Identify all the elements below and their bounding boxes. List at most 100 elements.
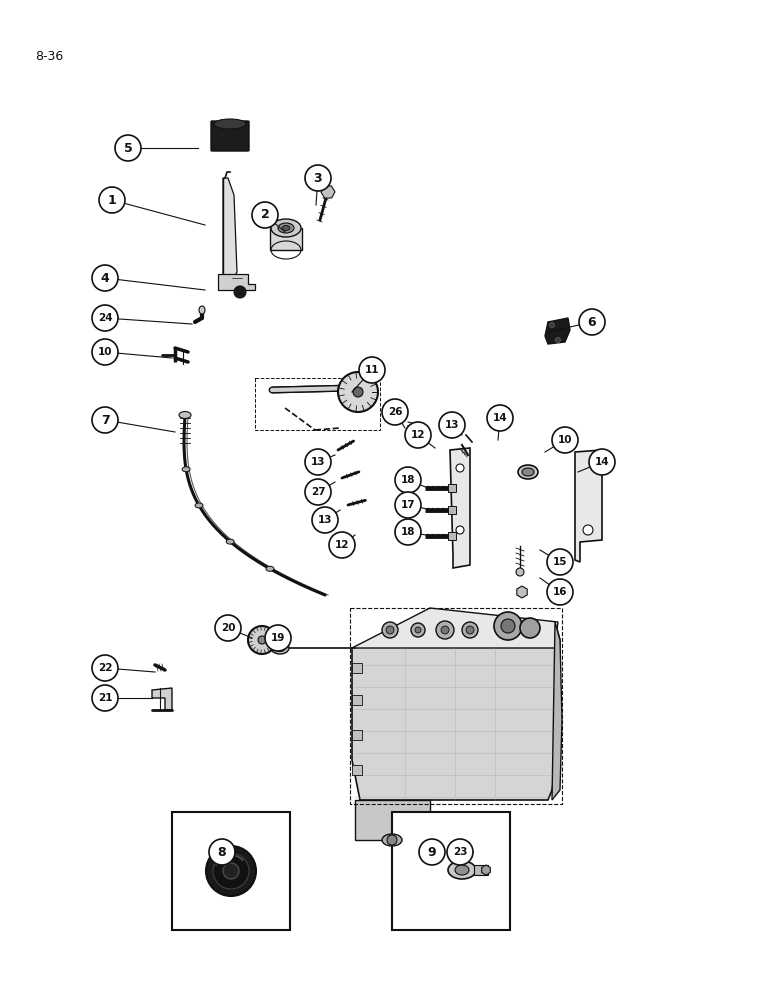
Bar bbox=[172, 812, 290, 930]
Ellipse shape bbox=[182, 467, 190, 472]
Circle shape bbox=[99, 187, 125, 213]
Polygon shape bbox=[450, 448, 470, 568]
Text: 4: 4 bbox=[100, 271, 110, 284]
Polygon shape bbox=[352, 608, 558, 648]
Circle shape bbox=[234, 286, 246, 298]
Text: 17: 17 bbox=[401, 500, 415, 510]
Bar bbox=[352, 695, 362, 705]
Circle shape bbox=[395, 467, 421, 493]
Circle shape bbox=[305, 479, 331, 505]
Ellipse shape bbox=[226, 539, 234, 544]
Circle shape bbox=[92, 265, 118, 291]
Text: 26: 26 bbox=[388, 407, 402, 417]
Circle shape bbox=[415, 627, 421, 633]
Text: 18: 18 bbox=[401, 475, 415, 485]
Text: 5: 5 bbox=[124, 141, 132, 154]
Text: 19: 19 bbox=[271, 633, 285, 643]
Text: 11: 11 bbox=[364, 365, 379, 375]
Text: 2: 2 bbox=[261, 209, 269, 222]
Ellipse shape bbox=[522, 468, 534, 476]
Circle shape bbox=[395, 519, 421, 545]
Circle shape bbox=[405, 422, 431, 448]
Text: 8: 8 bbox=[218, 846, 226, 858]
Circle shape bbox=[92, 339, 118, 365]
Circle shape bbox=[359, 357, 385, 383]
Polygon shape bbox=[355, 800, 430, 840]
Text: 27: 27 bbox=[310, 487, 325, 497]
Text: 10: 10 bbox=[98, 347, 112, 357]
Circle shape bbox=[487, 405, 513, 431]
Text: 22: 22 bbox=[98, 663, 112, 673]
Ellipse shape bbox=[271, 219, 301, 237]
Circle shape bbox=[215, 615, 241, 641]
Circle shape bbox=[92, 407, 118, 433]
Circle shape bbox=[583, 525, 593, 535]
Circle shape bbox=[329, 532, 355, 558]
Circle shape bbox=[92, 305, 118, 331]
Text: 13: 13 bbox=[318, 515, 332, 525]
Circle shape bbox=[456, 526, 464, 534]
Text: 21: 21 bbox=[98, 693, 112, 703]
Text: 20: 20 bbox=[221, 623, 235, 633]
Text: 13: 13 bbox=[445, 420, 459, 430]
Text: 23: 23 bbox=[452, 847, 467, 857]
Circle shape bbox=[258, 636, 266, 644]
Circle shape bbox=[556, 338, 560, 342]
Ellipse shape bbox=[179, 412, 191, 418]
Circle shape bbox=[305, 449, 331, 475]
Circle shape bbox=[436, 621, 454, 639]
Polygon shape bbox=[575, 450, 602, 562]
Bar bbox=[352, 730, 362, 740]
Bar bbox=[448, 506, 456, 514]
Polygon shape bbox=[352, 622, 560, 800]
Polygon shape bbox=[552, 622, 562, 800]
Circle shape bbox=[213, 853, 249, 889]
Text: 13: 13 bbox=[311, 457, 325, 467]
Text: 6: 6 bbox=[587, 316, 596, 328]
Bar bbox=[448, 532, 456, 540]
Polygon shape bbox=[152, 688, 172, 710]
Bar bbox=[392, 812, 510, 930]
Circle shape bbox=[411, 623, 425, 637]
Text: 9: 9 bbox=[428, 846, 436, 858]
Circle shape bbox=[265, 625, 291, 651]
Ellipse shape bbox=[266, 566, 274, 571]
Ellipse shape bbox=[518, 465, 538, 479]
Ellipse shape bbox=[214, 119, 246, 129]
Circle shape bbox=[92, 685, 118, 711]
Circle shape bbox=[338, 372, 378, 412]
Ellipse shape bbox=[275, 645, 285, 652]
Circle shape bbox=[92, 655, 118, 681]
Ellipse shape bbox=[278, 223, 294, 233]
Circle shape bbox=[447, 839, 473, 865]
Ellipse shape bbox=[282, 226, 290, 231]
Text: 15: 15 bbox=[553, 557, 567, 567]
Circle shape bbox=[547, 549, 573, 575]
Ellipse shape bbox=[271, 642, 289, 654]
Text: 14: 14 bbox=[594, 457, 609, 467]
Circle shape bbox=[501, 619, 515, 633]
Circle shape bbox=[456, 464, 464, 472]
Circle shape bbox=[382, 622, 398, 638]
Circle shape bbox=[386, 626, 394, 634]
Circle shape bbox=[552, 427, 578, 453]
Circle shape bbox=[579, 309, 605, 335]
Circle shape bbox=[439, 412, 465, 438]
Circle shape bbox=[353, 387, 363, 397]
Circle shape bbox=[466, 626, 474, 634]
Polygon shape bbox=[545, 318, 570, 344]
Text: 24: 24 bbox=[98, 313, 112, 323]
Ellipse shape bbox=[448, 861, 476, 879]
Text: 12: 12 bbox=[411, 430, 425, 440]
Text: 3: 3 bbox=[313, 172, 323, 184]
Text: 18: 18 bbox=[401, 527, 415, 537]
Polygon shape bbox=[218, 274, 255, 290]
Circle shape bbox=[252, 202, 278, 228]
Circle shape bbox=[441, 626, 449, 634]
Circle shape bbox=[395, 492, 421, 518]
Circle shape bbox=[223, 863, 239, 879]
Ellipse shape bbox=[195, 503, 203, 508]
Bar bbox=[448, 484, 456, 492]
Text: 10: 10 bbox=[557, 435, 572, 445]
Bar bbox=[350, 608, 562, 804]
